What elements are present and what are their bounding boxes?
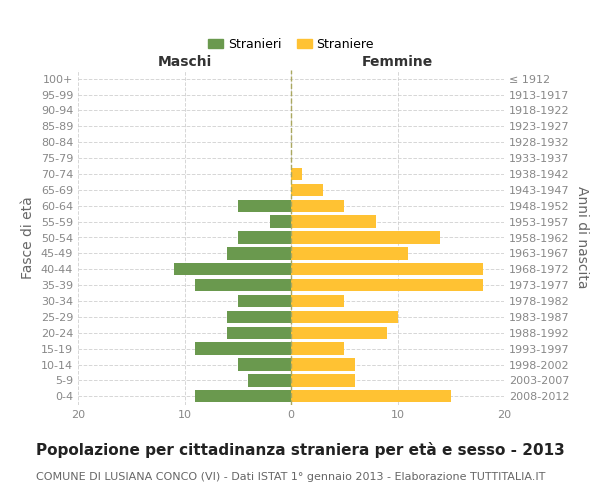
Bar	[291, 295, 344, 307]
Y-axis label: Anni di nascita: Anni di nascita	[575, 186, 589, 289]
Bar	[291, 310, 398, 323]
Legend: Stranieri, Straniere: Stranieri, Straniere	[203, 32, 379, 56]
Bar	[291, 326, 387, 339]
Bar	[238, 200, 291, 212]
Bar	[248, 374, 291, 386]
Bar	[291, 374, 355, 386]
Bar	[291, 279, 483, 291]
Bar	[195, 342, 291, 355]
Bar	[238, 358, 291, 370]
Bar	[174, 263, 291, 276]
Text: COMUNE DI LUSIANA CONCO (VI) - Dati ISTAT 1° gennaio 2013 - Elaborazione TUTTITA: COMUNE DI LUSIANA CONCO (VI) - Dati ISTA…	[36, 472, 545, 482]
Text: Popolazione per cittadinanza straniera per età e sesso - 2013: Popolazione per cittadinanza straniera p…	[36, 442, 565, 458]
Bar	[291, 390, 451, 402]
Bar	[270, 216, 291, 228]
Bar	[291, 263, 483, 276]
Bar	[291, 184, 323, 196]
Bar	[238, 295, 291, 307]
Bar	[291, 232, 440, 243]
Y-axis label: Fasce di età: Fasce di età	[21, 196, 35, 279]
Bar	[238, 232, 291, 243]
Bar	[195, 279, 291, 291]
Bar	[227, 326, 291, 339]
Bar	[195, 390, 291, 402]
Bar	[291, 247, 408, 260]
Text: Maschi: Maschi	[157, 55, 212, 69]
Bar	[227, 247, 291, 260]
Bar	[291, 216, 376, 228]
Bar	[291, 200, 344, 212]
Bar	[291, 342, 344, 355]
Bar	[227, 310, 291, 323]
Bar	[291, 358, 355, 370]
Bar	[291, 168, 302, 180]
Text: Femmine: Femmine	[362, 55, 433, 69]
